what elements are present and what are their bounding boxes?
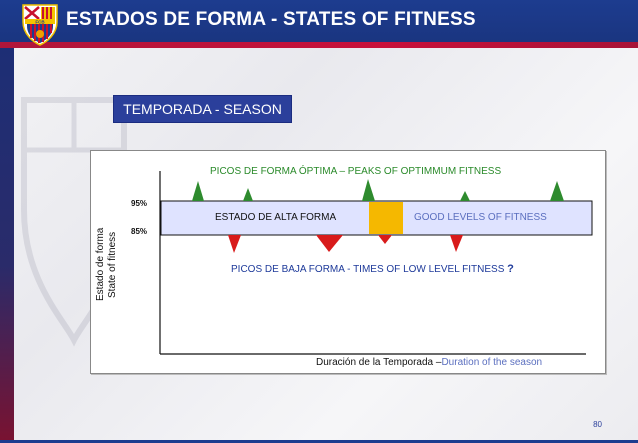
band-label-en: GOOD LEVELS OF FITNESS xyxy=(414,212,547,223)
pct-high-label: 95% xyxy=(131,199,148,208)
band-label-es: ESTADO DE ALTA FORMA xyxy=(215,212,337,223)
low-marker xyxy=(450,235,463,252)
peaks-label: PICOS DE FORMA ÓPTIMA – PEAKS OF OPTIMMU… xyxy=(210,166,502,177)
peak-marker xyxy=(550,181,564,201)
logo-letters: FCB xyxy=(35,19,45,24)
footer-line xyxy=(0,440,638,443)
low-marker xyxy=(316,235,343,252)
fitness-chart xyxy=(159,171,593,355)
header-bar xyxy=(0,0,638,42)
peak-marker xyxy=(362,179,375,201)
low-marker xyxy=(378,235,392,244)
page-number: 80 xyxy=(593,420,602,429)
x-axis-label: Duración de la Temporada –Duration of th… xyxy=(316,357,542,368)
peak-marker xyxy=(460,191,470,201)
left-color-strip xyxy=(0,0,14,443)
y-axis-label-en: State of fitness xyxy=(107,231,118,298)
current-state-marker xyxy=(369,202,403,234)
peak-marker xyxy=(192,181,204,201)
season-box: TEMPORADA - SEASON xyxy=(113,95,292,123)
page-title: ESTADOS DE FORMA - STATES OF FITNESS xyxy=(66,9,476,30)
pct-low-label: 85% xyxy=(131,227,148,236)
question-mark: ? xyxy=(507,263,514,275)
low-marker xyxy=(228,235,241,253)
y-axis-label-es: Estado de forma xyxy=(95,227,106,301)
low-points-text: PICOS DE BAJA FORMA - TIMES OF LOW LEVEL… xyxy=(231,264,508,275)
chart-panel: Estado de forma State of fitness 95% 85%… xyxy=(90,150,606,374)
header-accent-stripe xyxy=(0,42,638,48)
peak-marker xyxy=(243,188,253,201)
x-axis-label-en: Duration of the season xyxy=(441,357,543,368)
low-points-label: PICOS DE BAJA FORMA - TIMES OF LOW LEVEL… xyxy=(231,263,514,275)
x-axis-label-es: Duración de la Temporada – xyxy=(316,357,442,368)
fcb-crest-logo: FCB xyxy=(22,4,58,46)
